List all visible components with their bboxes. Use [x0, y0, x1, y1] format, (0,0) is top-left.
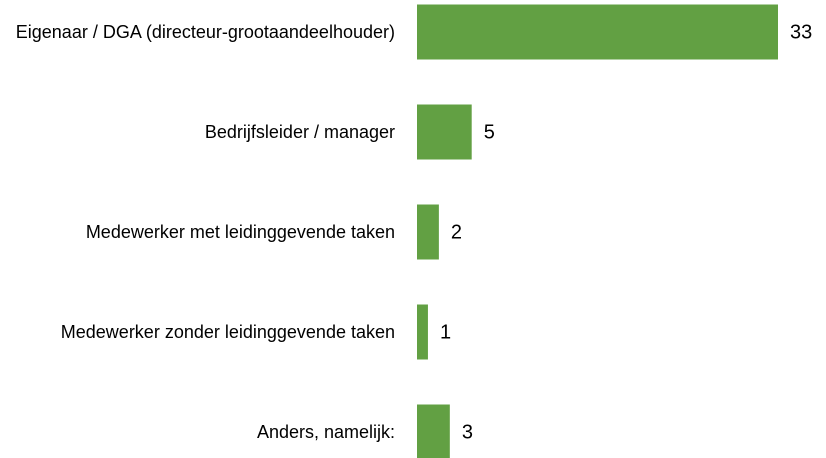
category-label: Medewerker zonder leidinggevende taken: [10, 302, 395, 362]
category-text: Medewerker zonder leidinggevende taken: [60, 322, 395, 342]
bar: [417, 304, 428, 360]
bar: [417, 4, 778, 60]
category-label: Eigenaar / DGA (directeur-grootaandeelho…: [10, 2, 395, 62]
value-label: 5: [484, 121, 495, 143]
category-text: Eigenaar / DGA (directeur-grootaandeelho…: [15, 22, 395, 42]
value-label: 3: [462, 421, 473, 443]
bar: [417, 204, 439, 260]
value-label: 2: [451, 221, 462, 243]
category-label: Anders, namelijk:: [10, 402, 395, 458]
category-text: Medewerker met leidinggevende taken: [85, 222, 395, 242]
bar: [417, 104, 472, 160]
category-label: Medewerker met leidinggevende taken: [10, 202, 395, 262]
category-text: Bedrijfsleider / manager: [204, 122, 395, 142]
value-label: 1: [440, 321, 451, 343]
category-label: Bedrijfsleider / manager: [10, 102, 395, 162]
category-text: Anders, namelijk:: [256, 422, 395, 442]
bar: [417, 404, 450, 458]
value-label: 33: [790, 21, 812, 43]
